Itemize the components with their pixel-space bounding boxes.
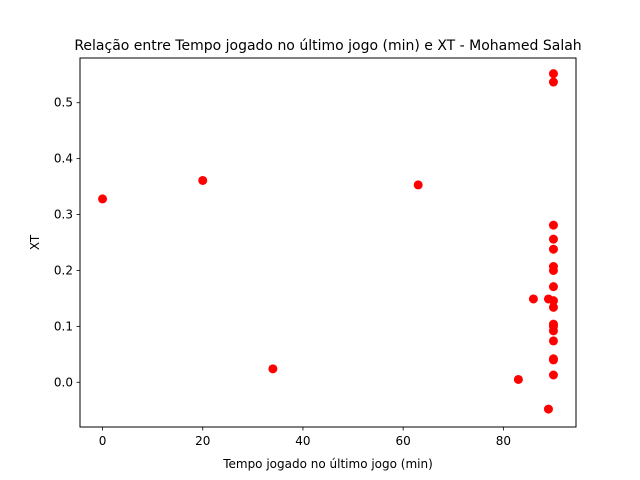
data-point xyxy=(548,336,558,346)
x-axis: 0 20 40 60 80 xyxy=(99,427,511,448)
y-axis: 0.0 0.1 0.2 0.3 0.4 0.5 xyxy=(54,96,80,389)
data-point xyxy=(548,69,558,79)
points-layer xyxy=(98,69,558,414)
y-tick-label: 0.5 xyxy=(54,96,73,110)
x-axis-label: Tempo jogado no último jogo (min) xyxy=(222,457,433,471)
y-tick-label: 0.3 xyxy=(54,208,73,222)
data-point xyxy=(548,77,558,87)
x-tick-label: 0 xyxy=(99,434,107,448)
plot-frame xyxy=(79,57,577,428)
x-tick-label: 40 xyxy=(295,434,310,448)
data-point xyxy=(528,294,538,304)
data-point xyxy=(548,296,558,306)
y-tick-label: 0.4 xyxy=(54,152,73,166)
data-point xyxy=(198,175,208,185)
y-axis-label: XT xyxy=(28,234,42,250)
data-point xyxy=(548,302,558,312)
data-point xyxy=(548,220,558,230)
y-tick-label: 0.1 xyxy=(54,319,73,333)
data-point xyxy=(548,370,558,380)
y-tick-label: 0.2 xyxy=(54,263,73,277)
data-point xyxy=(413,180,423,190)
x-tick-label: 60 xyxy=(396,434,411,448)
y-tick-label: 0.0 xyxy=(54,375,73,389)
data-point xyxy=(548,234,558,244)
data-point xyxy=(548,244,558,254)
data-point xyxy=(98,194,108,204)
data-point xyxy=(548,355,558,365)
chart-title: Relação entre Tempo jogado no último jog… xyxy=(74,38,581,54)
data-point xyxy=(543,404,553,414)
data-point xyxy=(548,326,558,336)
x-tick-label: 20 xyxy=(195,434,210,448)
data-point xyxy=(548,265,558,275)
x-tick-label: 80 xyxy=(496,434,511,448)
data-point xyxy=(268,364,278,374)
data-point xyxy=(513,374,523,384)
data-point xyxy=(548,282,558,292)
